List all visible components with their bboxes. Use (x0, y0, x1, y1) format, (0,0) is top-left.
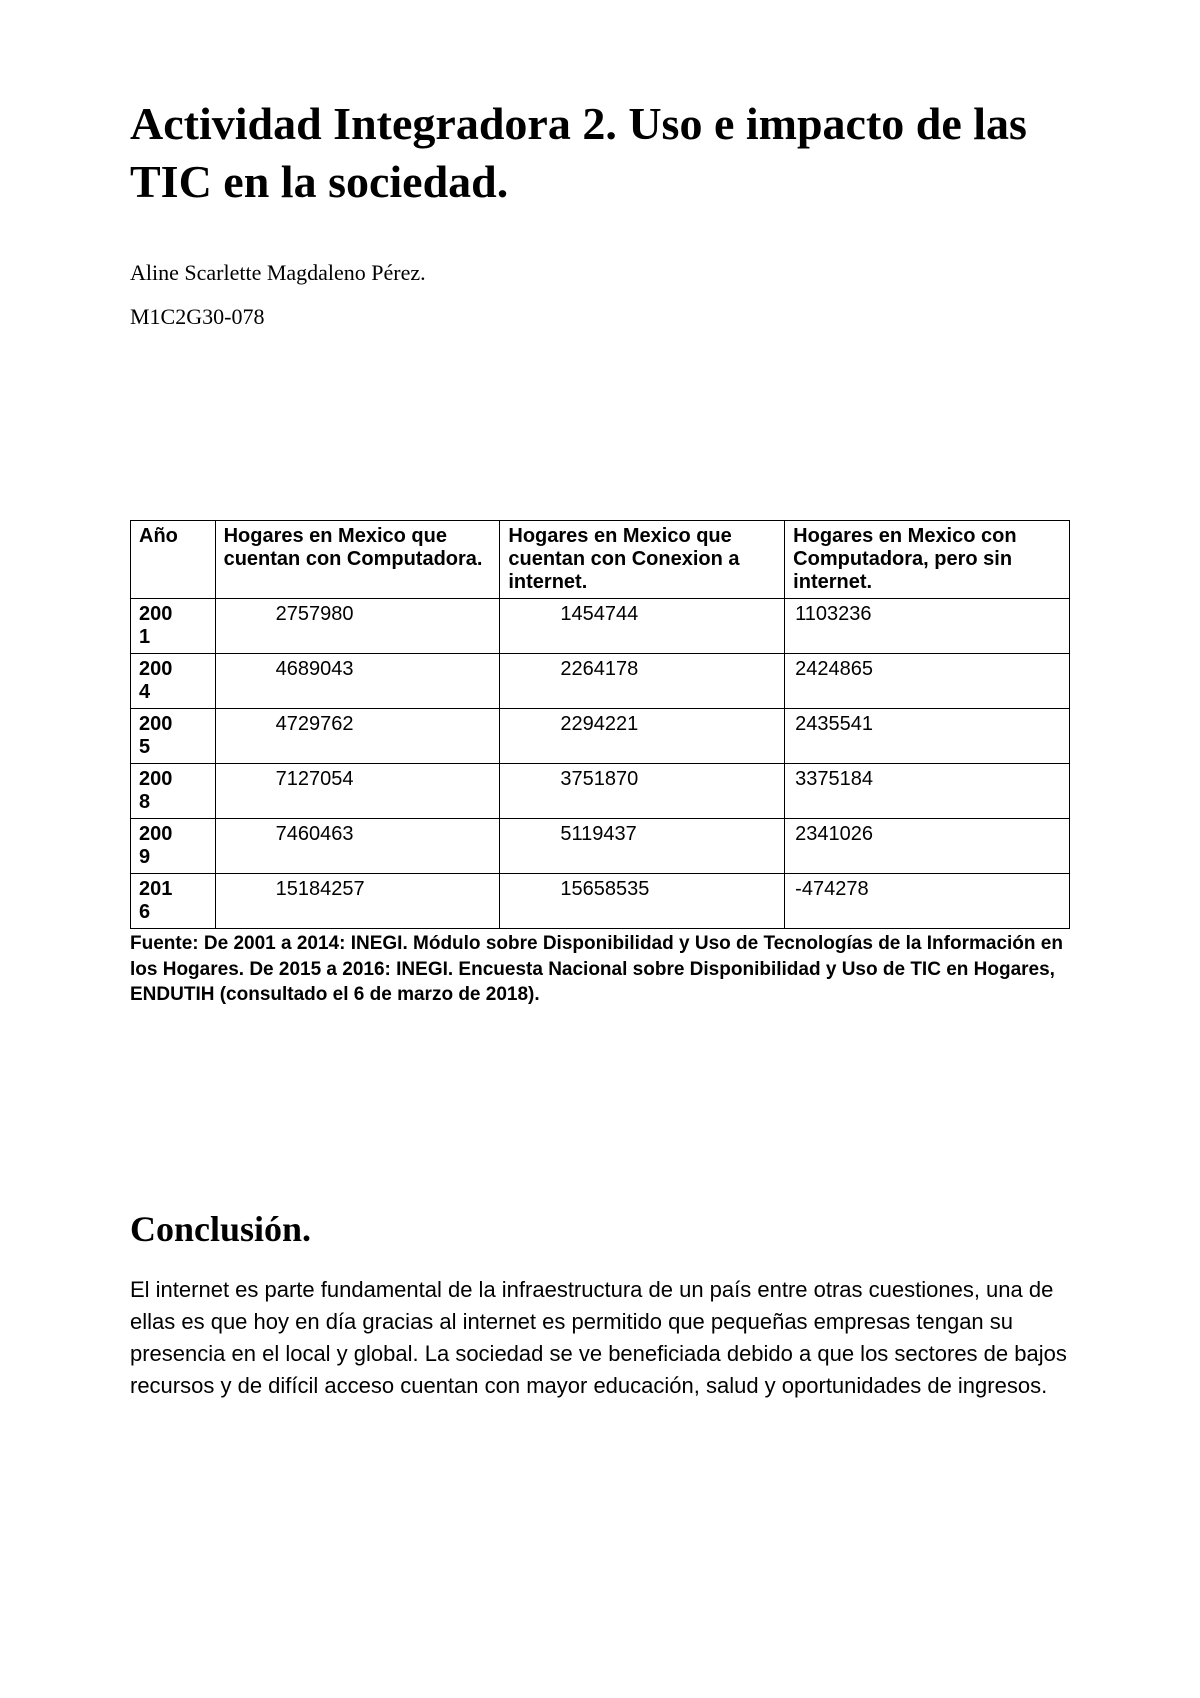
cell-year: 2005 (131, 709, 216, 764)
table-body: 2001275798014547441103236200446890432264… (131, 599, 1070, 929)
cell-computadora: 7460463 (215, 819, 500, 874)
author-name: Aline Scarlette Magdaleno Pérez. (130, 260, 1070, 286)
cell-internet: 5119437 (500, 819, 785, 874)
cell-internet: 15658535 (500, 874, 785, 929)
table-row: 2001275798014547441103236 (131, 599, 1070, 654)
conclusion-text: El internet es parte fundamental de la i… (130, 1274, 1070, 1402)
cell-year: 2001 (131, 599, 216, 654)
hogares-table: Año Hogares en Mexico que cuentan con Co… (130, 520, 1070, 929)
cell-internet: 2294221 (500, 709, 785, 764)
table-row: 2008712705437518703375184 (131, 764, 1070, 819)
table-source: Fuente: De 2001 a 2014: INEGI. Módulo so… (130, 931, 1070, 1008)
cell-sin-internet: 2341026 (785, 819, 1070, 874)
cell-year: 2016 (131, 874, 216, 929)
cell-computadora: 4729762 (215, 709, 500, 764)
cell-internet: 1454744 (500, 599, 785, 654)
col-header-computadora: Hogares en Mexico que cuentan con Comput… (215, 521, 500, 599)
document-title: Actividad Integradora 2. Uso e impacto d… (130, 95, 1070, 210)
cell-computadora: 7127054 (215, 764, 500, 819)
cell-sin-internet: -474278 (785, 874, 1070, 929)
conclusion-heading: Conclusión. (130, 1208, 1070, 1250)
cell-computadora: 2757980 (215, 599, 500, 654)
col-header-sin-internet: Hogares en Mexico con Computadora, pero … (785, 521, 1070, 599)
table-row: 2004468904322641782424865 (131, 654, 1070, 709)
cell-sin-internet: 2435541 (785, 709, 1070, 764)
table-row: 2009746046351194372341026 (131, 819, 1070, 874)
table-header-row: Año Hogares en Mexico que cuentan con Co… (131, 521, 1070, 599)
cell-computadora: 4689043 (215, 654, 500, 709)
cell-sin-internet: 3375184 (785, 764, 1070, 819)
table-row: 2005472976222942212435541 (131, 709, 1070, 764)
document-code: M1C2G30-078 (130, 304, 1070, 330)
table-row: 20161518425715658535-474278 (131, 874, 1070, 929)
cell-sin-internet: 2424865 (785, 654, 1070, 709)
col-header-internet: Hogares en Mexico que cuentan con Conexi… (500, 521, 785, 599)
cell-year: 2009 (131, 819, 216, 874)
cell-internet: 2264178 (500, 654, 785, 709)
cell-sin-internet: 1103236 (785, 599, 1070, 654)
col-header-year: Año (131, 521, 216, 599)
cell-computadora: 15184257 (215, 874, 500, 929)
cell-year: 2004 (131, 654, 216, 709)
cell-year: 2008 (131, 764, 216, 819)
cell-internet: 3751870 (500, 764, 785, 819)
